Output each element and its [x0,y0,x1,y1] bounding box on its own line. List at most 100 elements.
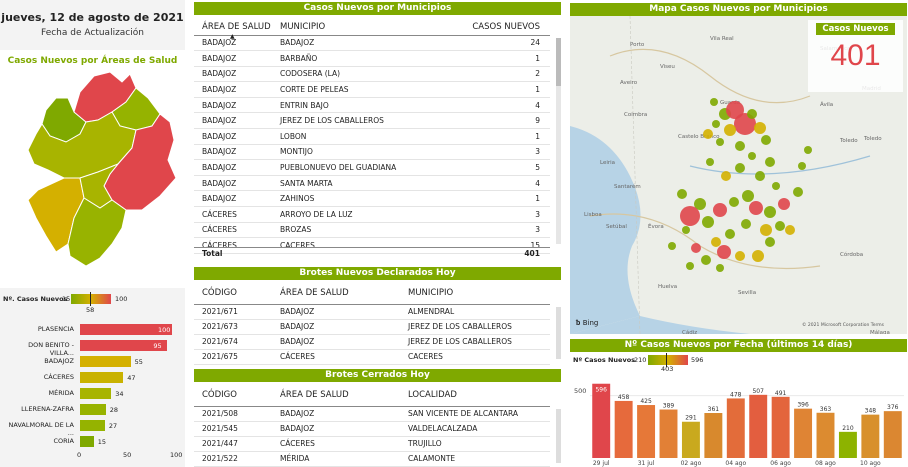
table-row[interactable]: 2021/674 BADAJOZ JEREZ DE LOS CABALLEROS [194,334,550,350]
fecha-bar[interactable] [861,414,880,458]
map-bubble[interactable] [691,243,701,253]
fecha-bar[interactable] [659,409,678,458]
map-bubble[interactable] [716,264,724,272]
map-bubble[interactable] [772,182,780,190]
municipios-scrollbar[interactable] [556,38,561,244]
fecha-bar[interactable] [704,413,723,458]
map-bubble[interactable] [677,189,687,199]
map-bubble[interactable] [712,120,720,128]
table-row[interactable]: BADAJOZ JEREZ DE LOS CABALLEROS 9 [194,112,550,130]
map-bubble[interactable] [761,135,771,145]
map-bubble[interactable] [721,171,731,181]
col-codigo[interactable]: CÓDIGO [202,287,237,298]
map-bubble[interactable] [798,162,806,170]
map-bubble[interactable] [752,250,764,262]
map-bubble[interactable] [713,203,727,217]
map-bubble[interactable] [793,187,803,197]
map-bubble[interactable] [717,245,731,259]
map-bubble[interactable] [724,124,736,136]
area-bar[interactable] [80,404,106,415]
municipios-scroll-thumb[interactable] [556,38,561,86]
table-row[interactable]: BADAJOZ CODOSERA (LA) 2 [194,66,550,83]
map-bubble[interactable] [765,157,775,167]
table-row[interactable]: BADAJOZ BARBAÑO 1 [194,50,550,67]
map-bubble[interactable] [694,198,706,210]
area-bar[interactable] [80,420,105,431]
map-bubble[interactable] [785,225,795,235]
fecha-bar[interactable] [681,421,700,458]
table-row[interactable]: BADAJOZ ENTRIN BAJO 4 [194,97,550,114]
map-bubble[interactable] [735,163,745,173]
col-area[interactable]: ÁREA DE SALUD [202,21,271,32]
map-bubble[interactable] [764,206,776,218]
map-bubble[interactable] [742,190,754,202]
table-row[interactable]: 2021/447 CÁCERES TRUJILLO [194,436,550,452]
extremadura-areas-map[interactable] [8,68,180,274]
map-bubble[interactable] [682,226,690,234]
col-municipio[interactable]: MUNICIPIO [408,287,454,298]
table-row[interactable]: 2021/545 BADAJOZ VALDELACALZADA [194,421,550,437]
map-bubble[interactable] [716,138,724,146]
fecha-bar[interactable] [794,408,813,458]
map-bubble[interactable] [755,171,765,181]
table-row[interactable]: BADAJOZ PUEBLONUEVO DEL GUADIANA 5 [194,159,550,176]
brotes-cerrados-scrollbar[interactable] [556,409,561,463]
col-area[interactable]: ÁREA DE SALUD [280,389,349,400]
area-bar[interactable] [80,324,172,335]
table-row[interactable]: BADAJOZ ZAHINOS 1 [194,190,550,208]
table-row[interactable]: CÁCERES CACERES 15 [194,237,550,254]
map-bubble[interactable] [706,158,714,166]
area-bar[interactable] [80,340,168,351]
table-row[interactable]: 2021/508 BADAJOZ SAN VICENTE DE ALCANTARA [194,406,550,422]
map-bubble[interactable] [748,152,756,160]
fecha-bar[interactable] [883,411,902,458]
table-row[interactable]: 2021/675 CÁCERES CACERES [194,349,550,365]
table-row[interactable]: BADAJOZ MONTIJO 3 [194,144,550,161]
map-bubble[interactable] [702,216,714,228]
table-row[interactable]: CÁCERES ARROYO DE LA LUZ 3 [194,206,550,223]
map-bubble[interactable] [775,221,785,231]
map-bubble[interactable] [710,98,718,106]
brotes-nuevos-scrollbar[interactable] [556,307,561,359]
area-bar[interactable] [80,356,131,367]
map-bubble[interactable] [760,224,772,236]
map-bubble[interactable] [703,129,713,139]
table-row[interactable]: 2021/673 BADAJOZ JEREZ DE LOS CABALLEROS [194,319,550,335]
area-bar[interactable] [80,436,94,447]
fecha-bar[interactable] [838,431,857,458]
map-bubble[interactable] [765,237,775,247]
map-bubble[interactable] [668,242,676,250]
table-row[interactable]: BADAJOZ SANTA MARTA 4 [194,175,550,192]
table-row[interactable]: 2021/671 BADAJOZ ALMENDRAL [194,304,550,320]
map-bubble[interactable] [741,219,751,229]
fecha-bar[interactable] [614,400,633,458]
map-bubble[interactable] [735,141,745,151]
area-llerena-zafra[interactable] [67,197,127,267]
map-bubble[interactable] [778,198,790,210]
map-bubble[interactable] [725,229,735,239]
fecha-bar[interactable] [749,394,768,458]
map-bubble[interactable] [747,109,757,119]
table-row[interactable]: BADAJOZ LOBON 1 [194,128,550,145]
area-bar[interactable] [80,388,112,399]
table-row[interactable]: 2021/522 MÉRIDA CALAMONTE [194,451,550,467]
fecha-bar[interactable] [726,398,745,458]
fecha-bar[interactable] [771,396,790,458]
map-bubble[interactable] [711,237,721,247]
map-bubble[interactable] [680,206,700,226]
fecha-bar[interactable] [816,412,835,458]
map-bubble[interactable] [701,255,711,265]
table-row[interactable]: BADAJOZ BADAJOZ 24 [194,35,550,52]
map-copyright[interactable]: © 2021 Microsoft Corporation Terms [802,323,884,328]
col-area[interactable]: ÁREA DE SALUD [280,287,349,298]
table-row[interactable]: BADAJOZ CORTE DE PELEAS 1 [194,81,550,98]
col-codigo[interactable]: CÓDIGO [202,389,237,400]
table-row[interactable]: CÁCERES BROZAS 3 [194,222,550,239]
fecha-bar[interactable] [592,383,611,458]
map-bubble[interactable] [749,201,763,215]
col-localidad[interactable]: LOCALIDAD [408,389,457,400]
col-casos[interactable]: CASOS NUEVOS [472,21,540,32]
map-bubble[interactable] [729,197,739,207]
area-bar[interactable] [80,372,124,383]
map-bubble[interactable] [686,262,694,270]
